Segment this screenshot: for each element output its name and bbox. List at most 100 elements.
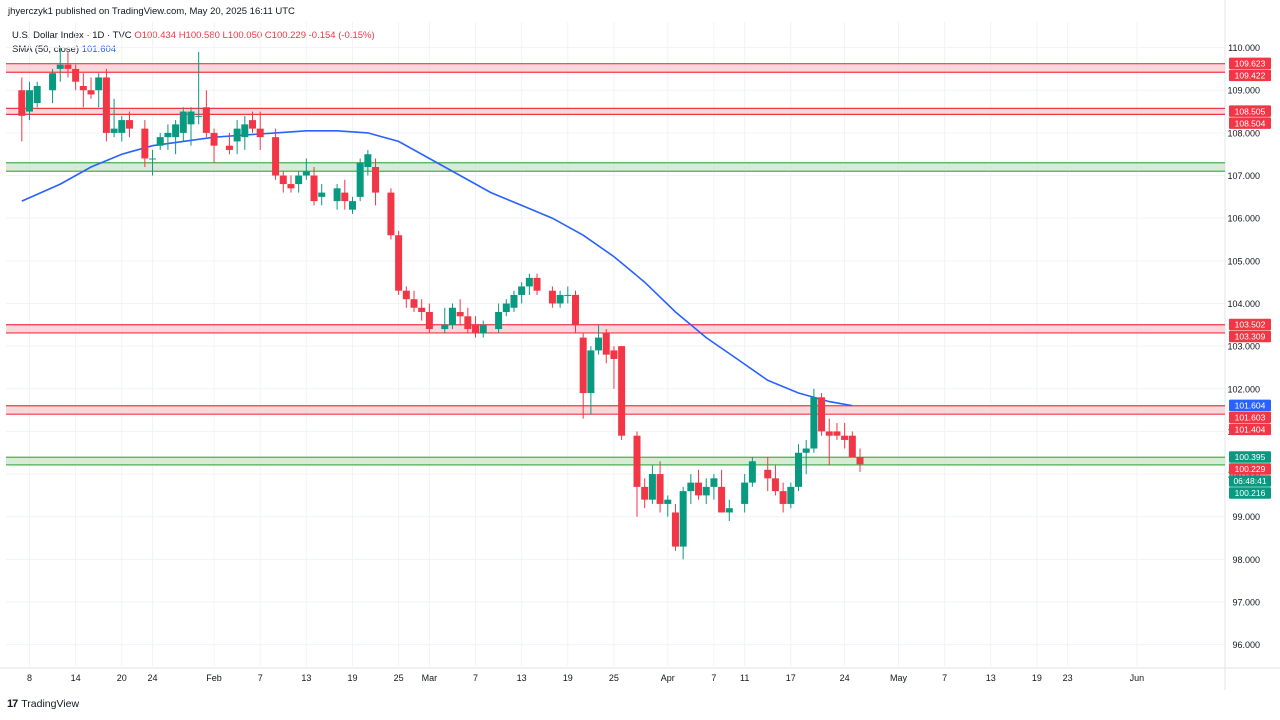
x-tick-label: Feb [206, 673, 222, 683]
candle [356, 158, 364, 202]
candle [510, 290, 518, 313]
candle-body [648, 474, 656, 500]
sma-row[interactable]: SMA (50, close) 101.604 [12, 43, 375, 57]
candle [441, 307, 449, 334]
candle [664, 495, 672, 517]
candle-body [848, 435, 856, 458]
candle [387, 188, 395, 240]
candle-body [579, 337, 587, 394]
candle-body [172, 124, 180, 138]
candle-body [525, 277, 533, 287]
candle [825, 418, 833, 466]
candle [241, 115, 249, 150]
candle-body [233, 128, 241, 142]
candle-body [441, 324, 449, 330]
candle-body [802, 448, 810, 453]
candle-body [102, 77, 110, 133]
candle-body [26, 90, 33, 112]
candle-body [149, 158, 157, 160]
price-axis: 96.00097.00098.00099.000100.000101.00010… [1227, 43, 1260, 650]
candle-body [364, 154, 372, 168]
candle-body [795, 452, 802, 487]
candle-body [187, 111, 195, 125]
candle-body [95, 77, 103, 91]
price-chart[interactable]: 96.00097.00098.00099.000100.000101.00010… [0, 0, 1280, 690]
candle-body [502, 303, 510, 313]
symbol-name[interactable]: U.S. Dollar Index · 1D · TVC [12, 30, 132, 41]
price-label: 103.502 [1229, 318, 1271, 331]
x-tick-label: 25 [394, 673, 404, 683]
candle-body [372, 167, 380, 193]
candle [256, 111, 264, 150]
candle [779, 482, 787, 513]
candle-body [679, 491, 687, 547]
x-tick-label: Apr [661, 673, 675, 683]
y-tick-label: 98.000 [1232, 555, 1260, 565]
candle-body [310, 175, 318, 202]
candle-body [333, 188, 341, 202]
x-tick-label: Mar [422, 673, 438, 683]
candle [364, 149, 372, 176]
candle-body [279, 175, 287, 185]
candle-body [456, 312, 464, 317]
candle-body [587, 350, 595, 394]
y-tick-label: 105.000 [1227, 256, 1260, 266]
candle [110, 98, 118, 138]
price-label-text: 103.502 [1235, 320, 1266, 330]
candle-body [602, 333, 610, 355]
candle [95, 73, 103, 108]
price-label-bg [1229, 69, 1271, 82]
price-label: 100.395 [1229, 451, 1271, 463]
candle-body [341, 192, 349, 202]
candle-body [764, 469, 772, 479]
x-tick-label: 25 [609, 673, 619, 683]
candle [210, 128, 218, 163]
x-tick-label: 11 [740, 673, 749, 683]
candle [533, 273, 541, 295]
candle [848, 431, 856, 458]
x-tick-label: 20 [117, 673, 127, 683]
price-label-bg [1229, 105, 1271, 117]
price-label: 108.504 [1229, 117, 1271, 129]
candle-body [348, 201, 356, 210]
candle [318, 184, 326, 206]
candle-body [641, 486, 649, 500]
x-tick-label: 24 [148, 673, 158, 683]
candle [425, 303, 433, 334]
candle [448, 303, 456, 330]
price-label-bg [1229, 399, 1271, 412]
candle-body [533, 277, 541, 291]
candle-body [571, 294, 579, 325]
price-label-bg [1229, 475, 1271, 487]
price-label-text: 101.604 [1235, 401, 1266, 411]
price-label-text: 101.404 [1235, 425, 1266, 435]
candle [279, 171, 287, 193]
candle-body [656, 474, 664, 504]
candle [302, 158, 310, 180]
candle-body [387, 192, 395, 236]
zone-green [6, 457, 1225, 465]
publisher-line: jhyerczyk1 published on TradingView.com,… [8, 6, 295, 17]
zone-red [6, 108, 1225, 115]
zone-red [6, 324, 1225, 333]
candle [671, 503, 679, 551]
price-label-text: 100.395 [1235, 452, 1266, 462]
x-tick-label: 24 [840, 673, 850, 683]
candle [795, 444, 802, 492]
price-label-bg [1229, 463, 1271, 475]
brand-name[interactable]: TradingView [21, 698, 80, 710]
sma-value: 101.604 [81, 44, 117, 55]
candle-body [495, 312, 503, 330]
candle [571, 290, 579, 334]
candle [656, 461, 664, 513]
candle-body [18, 90, 26, 116]
x-tick-label: 7 [711, 673, 716, 683]
candle-body [256, 128, 264, 138]
candle [556, 290, 564, 308]
candle-body [33, 85, 41, 104]
candle [579, 333, 587, 419]
candle-body [595, 337, 603, 351]
y-tick-label: 104.000 [1227, 299, 1260, 309]
candle [418, 299, 426, 321]
ohlc-close: C100.229 [264, 30, 306, 41]
